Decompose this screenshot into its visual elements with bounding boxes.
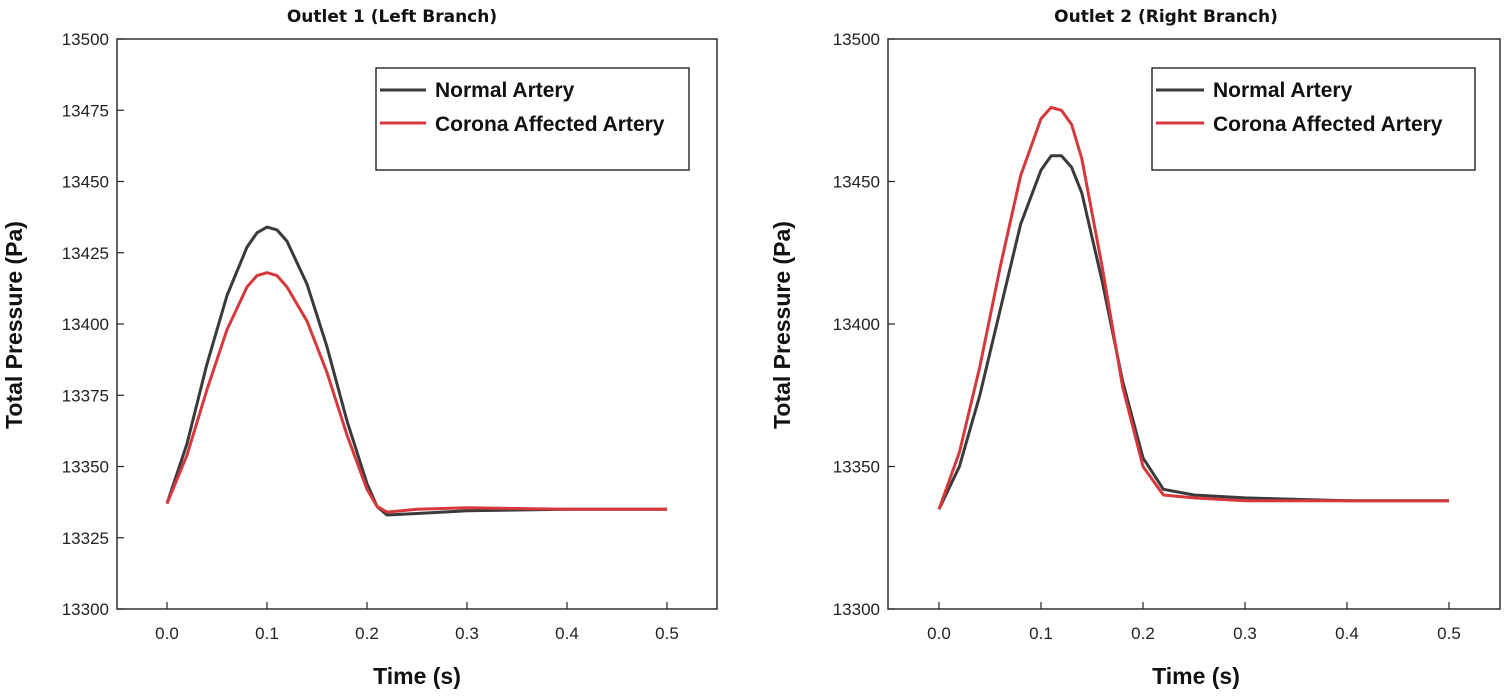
- y-tick-label: 13350: [62, 458, 109, 477]
- chart-panel-outlet-2: Outlet 2 (Right Branch) Total Pressure (…: [769, 7, 1501, 689]
- y-tick-label: 13500: [62, 30, 109, 49]
- series-lines: [165, 225, 667, 517]
- x-tick-label: 0.4: [555, 624, 579, 643]
- x-tick-label: 0.2: [1131, 624, 1155, 643]
- x-axis-label: Time (s): [1152, 663, 1240, 689]
- y-tick-label: 13400: [833, 315, 880, 334]
- series-line-corona-affected-artery: [937, 105, 1449, 510]
- x-tick-label: 0.3: [1233, 624, 1257, 643]
- series-line-corona-affected-artery: [165, 271, 667, 514]
- x-tick-label: 0.4: [1335, 624, 1359, 643]
- x-axis-label: Time (s): [373, 663, 461, 689]
- x-tick-label: 0.3: [455, 624, 479, 643]
- y-tick-label: 13500: [833, 30, 880, 49]
- legend-label-normal-artery: Normal Artery: [1213, 79, 1353, 102]
- y-tick-label: 13350: [833, 458, 880, 477]
- series-line-normal-artery: [165, 225, 667, 517]
- chart-title: Outlet 1 (Left Branch): [287, 7, 497, 27]
- legend: Normal Artery Corona Affected Artery: [375, 67, 690, 171]
- y-tick-label: 13400: [62, 315, 109, 334]
- chart-title: Outlet 2 (Right Branch): [1054, 7, 1278, 27]
- y-tick-label: 13450: [62, 173, 109, 192]
- legend-label-corona-affected-artery: Corona Affected Artery: [435, 113, 665, 136]
- x-tick-label: 0.5: [655, 624, 679, 643]
- legend-box: [1151, 67, 1476, 171]
- x-tick-label: 0.0: [155, 624, 179, 643]
- y-tick-label: 13325: [62, 529, 109, 548]
- legend-label-normal-artery: Normal Artery: [435, 79, 575, 102]
- x-tick-label: 0.1: [1029, 624, 1053, 643]
- x-tick-label: 0.5: [1437, 624, 1461, 643]
- axis-ticks: 0.0 0.1 0.2 0.3 0.4 0.5 13300 13325 13350 13375 13…: [62, 30, 679, 643]
- legend: Normal Artery Corona Affected Artery: [1151, 67, 1476, 171]
- chart-panel-outlet-1: Outlet 1 (Left Branch) Total Pressure (P…: [1, 7, 718, 689]
- y-tick-label: 13375: [62, 386, 109, 405]
- series-lines: [937, 105, 1449, 510]
- y-tick-label: 13450: [833, 173, 880, 192]
- x-tick-label: 0.1: [255, 624, 279, 643]
- legend-label-corona-affected-artery: Corona Affected Artery: [1213, 113, 1443, 136]
- series-line-normal-artery: [937, 154, 1449, 510]
- y-tick-label: 13425: [62, 244, 109, 263]
- y-axis-label: Total Pressure (Pa): [1, 221, 27, 429]
- legend-box: [375, 67, 690, 171]
- y-tick-label: 13300: [833, 600, 880, 619]
- x-tick-label: 0.2: [355, 624, 379, 643]
- y-tick-label: 13475: [62, 101, 109, 120]
- axis-ticks: 0.0 0.1 0.2 0.3 0.4 0.5 13300 13350 13400 13450 13…: [833, 30, 1461, 643]
- x-tick-label: 0.0: [927, 624, 951, 643]
- y-axis-label: Total Pressure (Pa): [769, 221, 795, 429]
- y-tick-label: 13300: [62, 600, 109, 619]
